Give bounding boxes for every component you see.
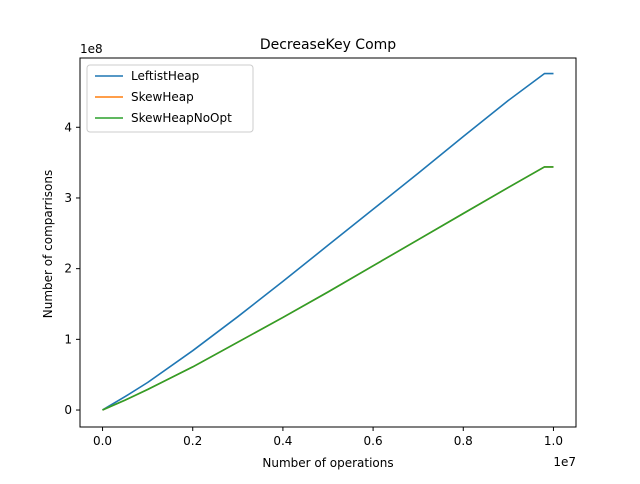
legend-items: LeftistHeap SkewHeap SkewHeapNoOpt <box>95 69 232 125</box>
legend-box <box>86 64 254 133</box>
x-tick-label: 1.0 <box>544 434 563 448</box>
y-axis-label: Number of comparrisons <box>41 170 55 318</box>
series-line-leftist-heap <box>102 72 554 411</box>
series-line-skew-heap-no-opt <box>102 166 554 411</box>
x-tick-label: 0.2 <box>183 434 202 448</box>
y-offset-label: 1e8 <box>80 42 103 56</box>
y-tick-label: 2 <box>64 262 72 276</box>
legend-label-leftist-heap: LeftistHeap <box>131 69 199 83</box>
x-tick-label: 0.8 <box>454 434 473 448</box>
legend: LeftistHeap SkewHeap SkewHeapNoOpt <box>86 64 254 133</box>
y-tick-label: 0 <box>64 403 72 417</box>
x-axis-label: Number of operations <box>262 456 393 470</box>
series-lines <box>102 72 554 411</box>
legend-label-skew-heap-no-opt: SkewHeapNoOpt <box>131 111 232 125</box>
plot-frame <box>79 57 577 428</box>
x-axis-ticks: 0.0 0.2 0.4 0.6 0.8 1.0 <box>93 427 563 448</box>
chart-title: DecreaseKey Comp <box>260 37 396 53</box>
y-tick-label: 4 <box>64 120 72 134</box>
y-tick-label: 3 <box>64 191 72 205</box>
legend-label-skew-heap: SkewHeap <box>131 90 194 104</box>
x-offset-label: 1e7 <box>553 455 576 469</box>
y-axis-ticks: 0 1 2 3 4 <box>64 120 80 417</box>
x-tick-label: 0.4 <box>273 434 292 448</box>
x-tick-label: 0.0 <box>93 434 112 448</box>
x-tick-label: 0.6 <box>364 434 383 448</box>
y-tick-label: 1 <box>64 332 72 346</box>
